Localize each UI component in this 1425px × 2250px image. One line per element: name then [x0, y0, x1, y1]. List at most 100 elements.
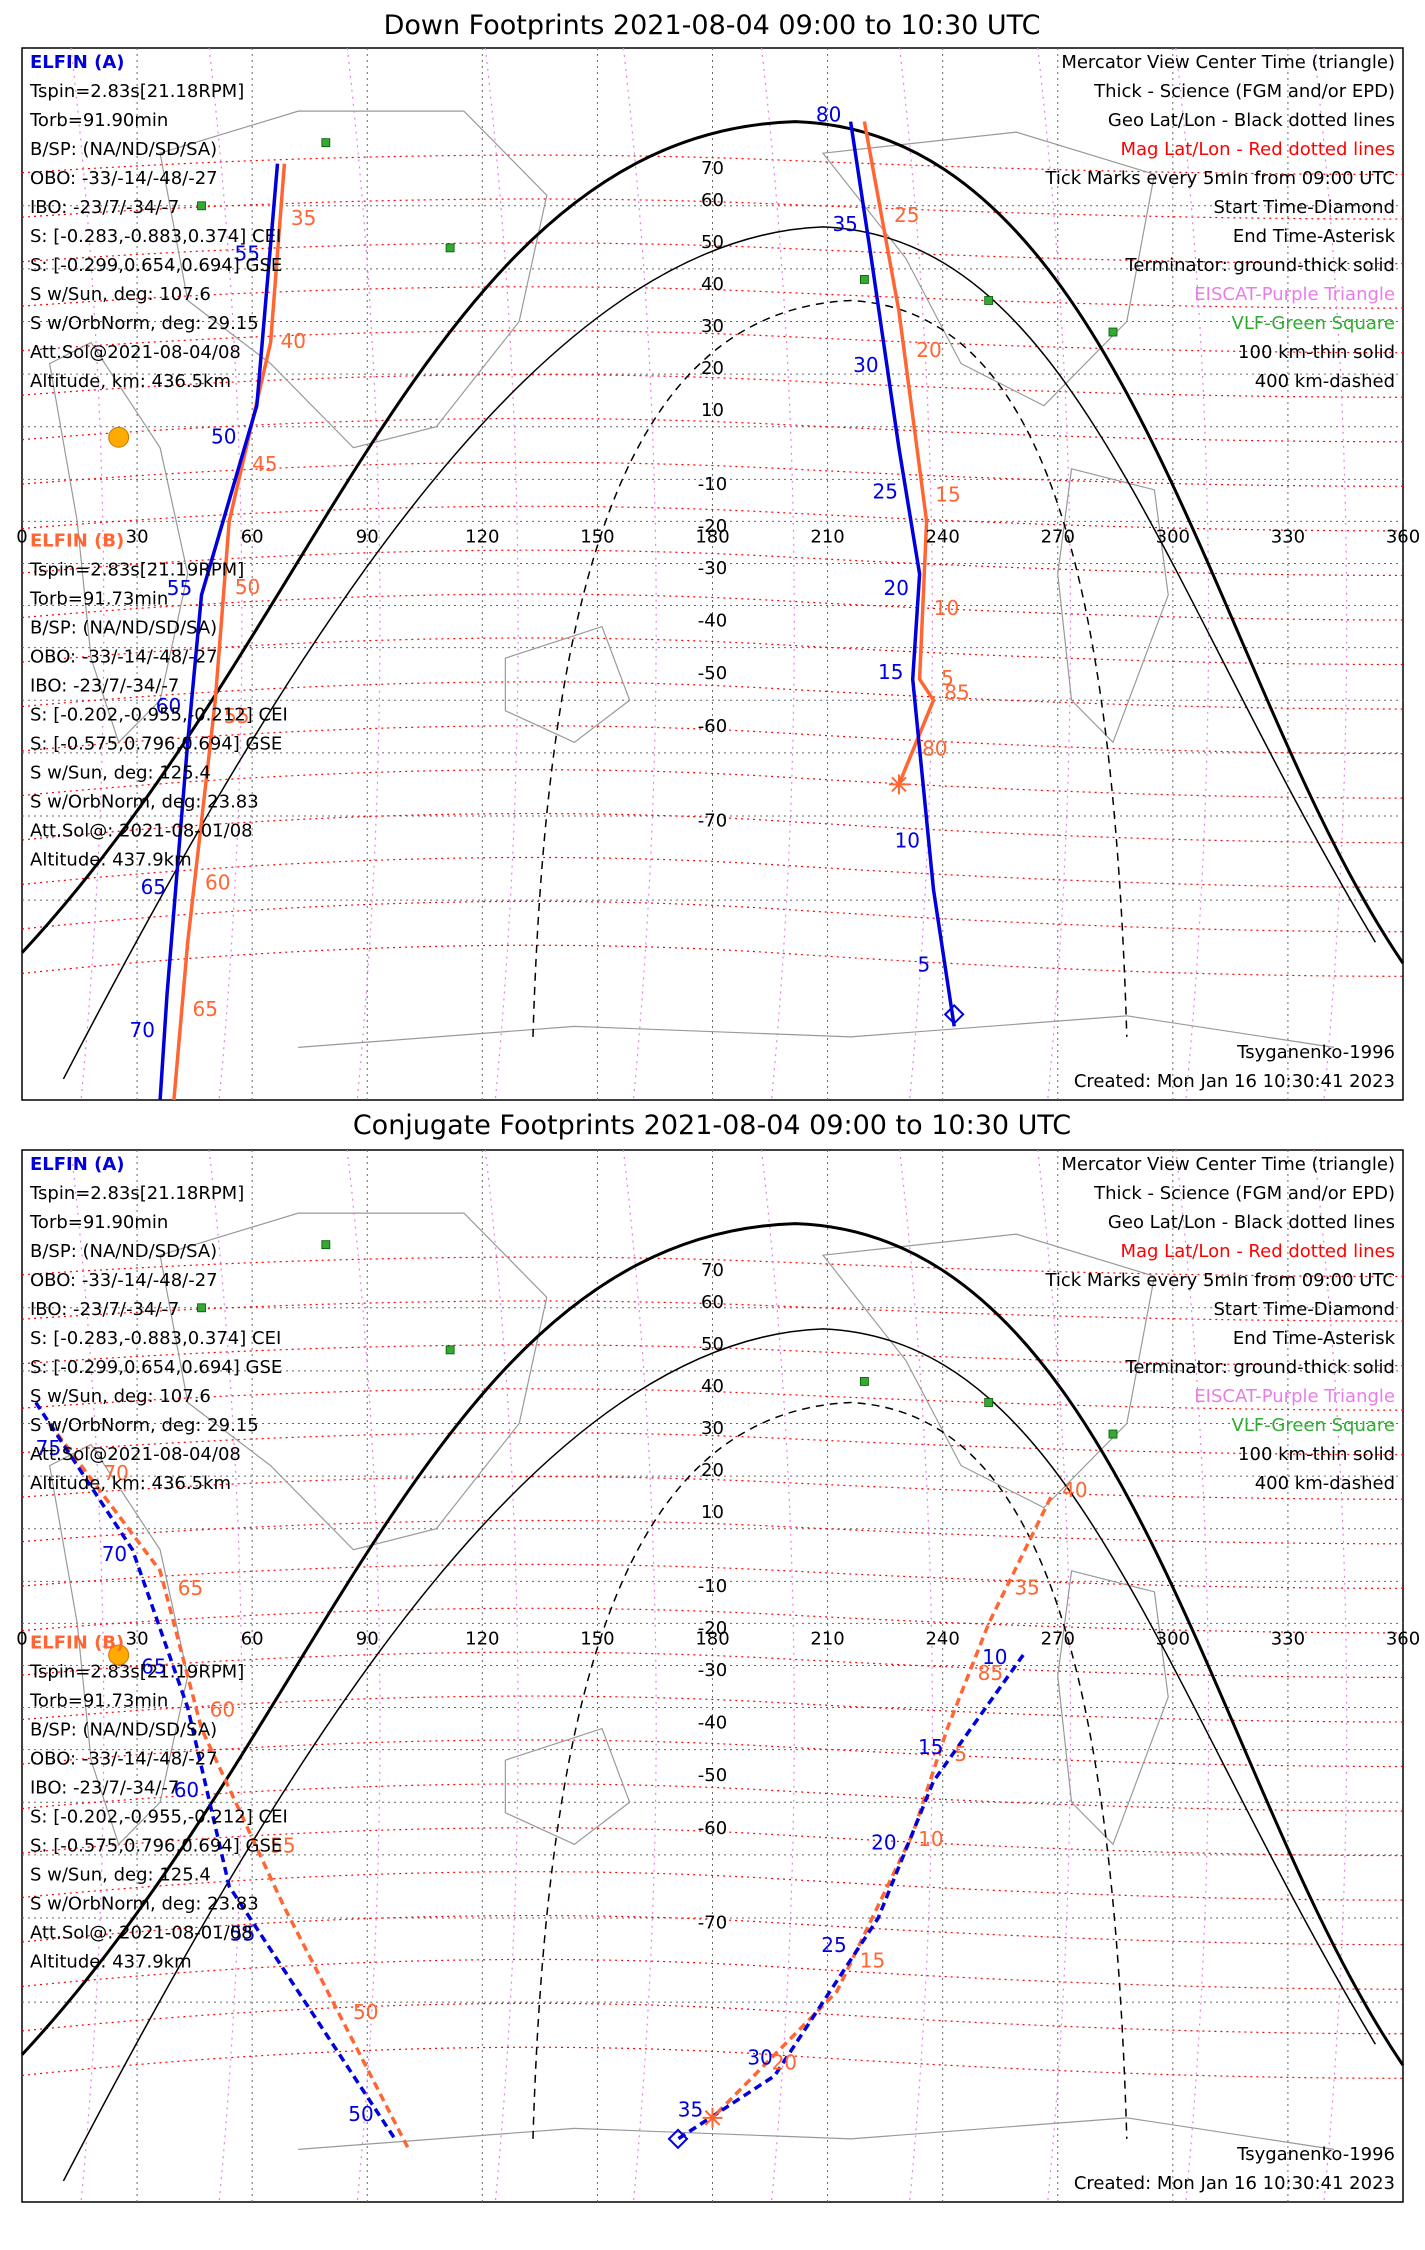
vlf-station-marker	[197, 1303, 206, 1313]
footer-info-line: Tsyganenko-1996	[1236, 2144, 1395, 2165]
elfin-a-tick-label: 80	[816, 103, 841, 127]
elfin-a-info-line: S: [-0.299,0.654,0.694] GSE	[30, 1357, 282, 1378]
terminator-ground	[20, 120, 1405, 965]
elfin-b-info-line: S: [-0.575,0.796,0.694] GSE	[30, 734, 282, 755]
longitude-tick-label: 210	[810, 526, 844, 547]
latitude-tick-label: -70	[698, 1912, 727, 1933]
latitude-tick-label: 20	[701, 358, 724, 379]
mag-meridian	[1175, 47, 1210, 1101]
elfin-b-info-line: Torb=91.73min	[29, 1691, 168, 1712]
longitude-tick-label: 120	[465, 526, 499, 547]
elfin-a-info-line: OBO: -33/-14/-48/-27	[30, 168, 218, 189]
elfin-a-info-line: Altitude, km: 436.5km	[30, 371, 231, 392]
end-asterisk-marker	[702, 2107, 723, 2128]
elfin-b-info-line: B/SP: (NA/ND/SD/SA)	[30, 618, 217, 639]
elfin-b-tick-label: 40	[281, 329, 306, 353]
elfin-b-track	[48, 1422, 411, 2151]
elfin-a-tick-label: 25	[872, 479, 897, 503]
elfin-b-track	[862, 121, 936, 786]
longitude-tick-label: 240	[925, 526, 959, 547]
elfin-b-tick-label: 60	[210, 1697, 235, 1721]
elfin-b-track	[711, 1496, 1053, 2120]
elfin-a-tick-label: 55	[167, 576, 192, 600]
latitude-tick-label: 70	[701, 158, 724, 179]
latitude-tick-label: 70	[701, 1260, 724, 1281]
elfin-a-track	[34, 1401, 397, 2140]
australia-outline	[504, 1727, 631, 1846]
elfin-b-info-line: Att.Sol@: 2021-08-01/08	[30, 1923, 253, 1944]
elfin-a-info-line: B/SP: (NA/ND/SD/SA)	[30, 1241, 217, 1262]
asterisk-stroke	[891, 776, 907, 793]
elfin-a-tick-label: 10	[895, 829, 920, 853]
north-america-outline	[821, 131, 1156, 407]
elfin-a-track	[158, 163, 280, 1101]
elfin-b-tick-label: 5	[954, 1742, 967, 1766]
legend-entry: VLF-Green Square	[1232, 1415, 1395, 1436]
latitude-tick-label: -60	[698, 716, 727, 737]
legend-entry: Mag Lat/Lon - Red dotted lines	[1120, 139, 1395, 160]
mag-meridian	[1313, 47, 1348, 1101]
mag-meridian	[899, 47, 933, 1101]
elfin-b-tick-label: 60	[205, 870, 230, 894]
vlf-station-marker	[984, 1398, 994, 1407]
legend-entry: Tick Marks every 5min from 09:00 UTC	[1044, 168, 1395, 189]
elfin-a-tick-label: 60	[156, 694, 181, 718]
south-america-outline	[1057, 468, 1169, 744]
mag-meridian	[1313, 1149, 1348, 2203]
africa-outline	[48, 1443, 189, 1846]
elfin-a-label: ELFIN (A)	[30, 1154, 124, 1175]
mag-meridian	[484, 1149, 519, 2203]
legend-entry: EISCAT-Purple Triangle	[1194, 1386, 1395, 1407]
elfin-b-tick-label: 45	[252, 452, 277, 476]
latitude-tick-label: 50	[701, 232, 724, 253]
elfin-a-tick-label: 70	[102, 1542, 127, 1566]
elfin-b-info-line: Tspin=2.83s[21.19RPM]	[29, 1662, 244, 1683]
elfin-a-info-line: IBO: -23/7/-34/-7	[30, 1299, 179, 1320]
elfin-a-tick-label: 35	[678, 2097, 703, 2121]
mag-meridian	[484, 47, 519, 1101]
longitude-tick-label: 330	[1271, 526, 1305, 547]
elfin-b-tick-label: 55	[270, 1833, 295, 1857]
elfin-a-tick-label: 70	[130, 1018, 155, 1042]
south-america-outline	[1057, 1570, 1169, 1846]
eurasia-outline	[159, 110, 548, 449]
africa-outline	[48, 341, 189, 744]
australia-outline	[504, 625, 631, 744]
elfin-a-tick-label: 65	[141, 1655, 166, 1679]
elfin-b-tick-label: 85	[944, 681, 969, 705]
antarctica-outline	[298, 1015, 1335, 1048]
legend-entry: Geo Lat/Lon - Black dotted lines	[1108, 110, 1395, 131]
longitude-tick-label: 120	[465, 1628, 499, 1649]
latitude-tick-label: -50	[698, 1765, 727, 1786]
elfin-a-info-line: S: [-0.299,0.654,0.694] GSE	[30, 255, 282, 276]
mag-meridians	[70, 47, 1348, 1101]
elfin-b-tick-label: 65	[193, 997, 218, 1021]
longitude-tick-label: 360	[1386, 1628, 1420, 1649]
elfin-b-tick-label: 10	[934, 596, 959, 620]
latitude-tick-label: -40	[698, 611, 727, 632]
elfin-a-info-line: Att.Sol@2021-08-04/08	[30, 1444, 241, 1465]
elfin-a-info-line: Torb=91.90min	[29, 1212, 168, 1233]
latitude-tick-label: -30	[698, 1660, 727, 1681]
elfin-b-info-line: B/SP: (NA/ND/SD/SA)	[30, 1720, 217, 1741]
elfin-a-info-line: Torb=91.90min	[29, 110, 168, 131]
legend-entry: Geo Lat/Lon - Black dotted lines	[1108, 1212, 1395, 1233]
legend-entry: Mag Lat/Lon - Red dotted lines	[1120, 1241, 1395, 1262]
footer-info-line: Created: Mon Jan 16 10:30:41 2023	[1074, 1071, 1395, 1092]
elfin-b-info-line: OBO: -33/-14/-48/-27	[30, 1749, 218, 1770]
longitude-tick-label: 330	[1271, 1628, 1305, 1649]
elfin-a-info-line: IBO: -23/7/-34/-7	[30, 197, 179, 218]
panel-title: Down Footprints 2021-08-04 09:00 to 10:3…	[384, 10, 1041, 41]
longitude-tick-label: 60	[241, 526, 264, 547]
mag-meridian	[70, 47, 105, 1101]
elfin-b-info-line: Att.Sol@: 2021-08-01/08	[30, 821, 253, 842]
terminator-400km	[532, 1401, 1128, 2139]
elfin-a-tick-label: 75	[36, 1436, 61, 1460]
longitude-tick-label: 30	[126, 1628, 149, 1649]
legend-entry: Terminator: ground-thick solid	[1124, 255, 1395, 276]
mag-meridian	[346, 47, 381, 1101]
vlf-station-marker	[984, 296, 994, 305]
elfin-b-info-line: Tspin=2.83s[21.19RPM]	[29, 560, 244, 581]
longitude-tick-label: 300	[1156, 526, 1190, 547]
mag-meridian	[1037, 47, 1072, 1101]
